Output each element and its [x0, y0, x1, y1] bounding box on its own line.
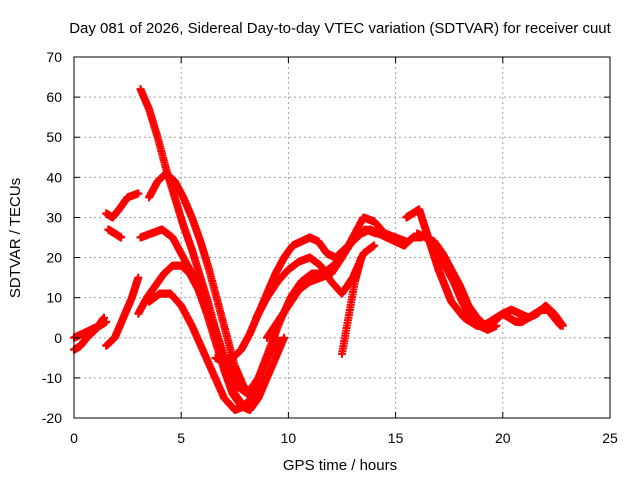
data-point [357, 253, 366, 262]
series-track-4 [102, 189, 143, 222]
data-point [117, 233, 126, 242]
plot-frame [73, 56, 611, 419]
y-tick-label: -10 [42, 370, 62, 386]
series-track-13 [262, 213, 411, 342]
series-track-3 [102, 273, 143, 350]
data-point [241, 401, 250, 410]
x-tick-label: 10 [281, 430, 297, 446]
y-tick-label: 10 [46, 290, 62, 306]
y-tick-label: 30 [46, 209, 62, 225]
grid-lines [74, 57, 610, 418]
y-tick-label: 20 [46, 250, 62, 266]
data-point [492, 321, 501, 330]
series-track-10 [145, 289, 250, 414]
data-series [70, 85, 567, 414]
chart-title: Day 081 of 2026, Sidereal Day-to-day VTE… [69, 20, 611, 37]
series-track-12 [252, 241, 379, 322]
x-axis-label: GPS time / hours [283, 457, 397, 474]
x-tick-label: 25 [602, 430, 618, 446]
y-tick-label: 0 [54, 330, 62, 346]
x-tick-label: 5 [177, 430, 185, 446]
x-tick-label: 0 [70, 430, 78, 446]
series-track-14 [338, 253, 366, 358]
y-axis-label: SDTVAR / TECUs [7, 178, 24, 298]
data-point [134, 189, 143, 198]
data-point [370, 241, 379, 250]
data-point [280, 333, 289, 342]
series-track-7 [145, 169, 265, 398]
data-point [134, 273, 143, 282]
y-tick-label: -20 [42, 410, 62, 426]
series-track-9 [134, 261, 289, 414]
series-track-5 [104, 225, 126, 242]
y-tick-label: 40 [46, 169, 62, 185]
y-tick-label: 60 [46, 89, 62, 105]
data-point [100, 313, 109, 322]
data-point [558, 321, 567, 330]
x-tick-label: 20 [495, 430, 511, 446]
y-tick-label: 70 [46, 49, 62, 65]
axis-ticks: 0 5 10 15 20 25 -20 -10 0 10 20 30 40 50 60 70 [42, 49, 618, 446]
series-track-11 [211, 225, 426, 366]
y-tick-label: 50 [46, 129, 62, 145]
series-track-17 [423, 233, 501, 334]
x-tick-label: 15 [388, 430, 404, 446]
data-point [402, 237, 411, 246]
